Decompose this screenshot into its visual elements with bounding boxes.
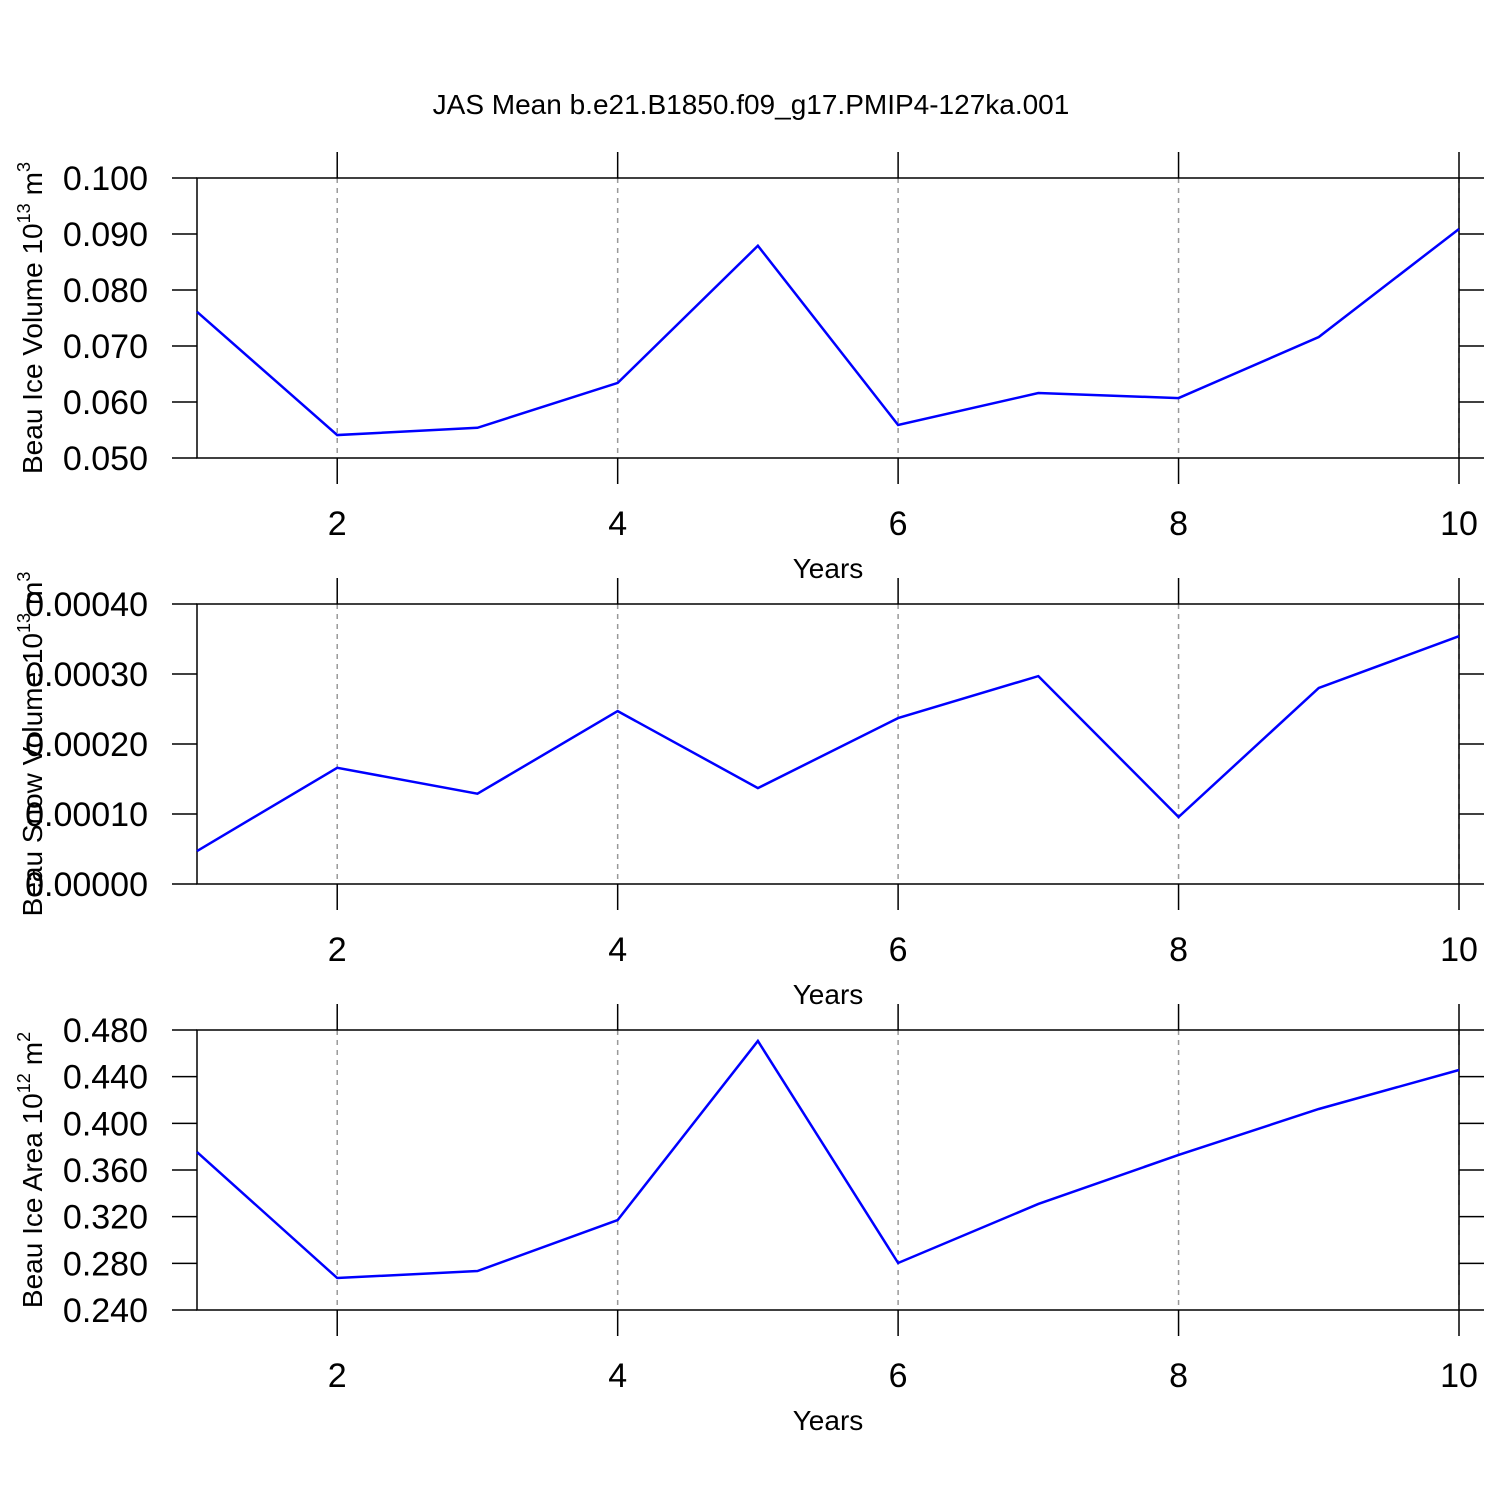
x-tick-label: 6 bbox=[889, 1357, 908, 1395]
x-tick-label: 6 bbox=[889, 505, 908, 543]
y-tick-label: 0.070 bbox=[63, 328, 148, 366]
x-tick-label: 4 bbox=[608, 505, 627, 543]
y-tick-label: 0.360 bbox=[63, 1152, 148, 1190]
x-tick-label: 2 bbox=[328, 1357, 347, 1395]
y-axis-label-unit: m bbox=[17, 582, 48, 605]
y-axis-label-exponent: 12 bbox=[14, 1073, 34, 1093]
data-line bbox=[196, 1038, 1460, 1280]
x-tick-label: 8 bbox=[1169, 1357, 1188, 1395]
y-tick-label: 0.050 bbox=[63, 440, 148, 478]
y-tick-label: 0.00040 bbox=[25, 586, 148, 624]
y-tick-label: 0.280 bbox=[63, 1245, 148, 1283]
y-tick-label: 0.480 bbox=[63, 1012, 148, 1050]
x-tick-label: 8 bbox=[1169, 931, 1188, 969]
y-tick-label: 0.080 bbox=[63, 272, 148, 310]
y-axis-label-exponent: 13 bbox=[14, 203, 34, 223]
y-tick-label: 0.440 bbox=[63, 1059, 148, 1097]
y-tick-label: 0.240 bbox=[63, 1292, 148, 1330]
y-axis-label-exponent: 13 bbox=[14, 613, 34, 633]
y-tick-label: 0.320 bbox=[63, 1199, 148, 1237]
data-line bbox=[196, 635, 1460, 853]
y-tick-label: 0.00010 bbox=[25, 796, 148, 834]
y-axis-label: Beau Ice Volume 1013 m3 bbox=[14, 162, 48, 474]
x-tick-label: 2 bbox=[328, 505, 347, 543]
x-tick-label: 6 bbox=[889, 931, 908, 969]
x-tick-label: 4 bbox=[608, 931, 627, 969]
x-tick-label: 10 bbox=[1440, 1357, 1478, 1395]
y-axis-label-unit: m bbox=[17, 1042, 48, 1065]
y-tick-label: 0.060 bbox=[63, 384, 148, 422]
x-tick-label: 10 bbox=[1440, 505, 1478, 543]
y-tick-label: 0.100 bbox=[63, 160, 148, 198]
y-axis-label-text: Beau Ice Area 10 bbox=[17, 1093, 48, 1308]
y-axis-label-unit: m bbox=[17, 172, 48, 195]
y-tick-label: 0.00000 bbox=[25, 866, 148, 904]
plot-frame bbox=[196, 1029, 1460, 1311]
y-axis-label-unit-exponent: 2 bbox=[14, 1032, 34, 1042]
chart-title: JAS Mean b.e21.B1850.f09_g17.PMIP4-127ka… bbox=[433, 89, 1070, 120]
plot-frame bbox=[196, 603, 1460, 885]
x-axis-label: Years bbox=[793, 1405, 864, 1436]
y-axis-label: Beau Ice Area 1012 m2 bbox=[14, 1032, 48, 1308]
y-axis-label-text: Beau Ice Volume 10 bbox=[17, 223, 48, 474]
x-tick-label: 8 bbox=[1169, 505, 1188, 543]
y-axis-label-unit-exponent: 3 bbox=[14, 162, 34, 172]
y-tick-label: 0.400 bbox=[63, 1105, 148, 1143]
y-axis-label: Beau Snow Volume 1013 m3 bbox=[14, 572, 48, 917]
data-line bbox=[196, 227, 1460, 437]
x-tick-label: 4 bbox=[608, 1357, 627, 1395]
y-axis-label-unit-exponent: 3 bbox=[14, 572, 34, 582]
x-axis-label: Years bbox=[793, 553, 864, 584]
plot-frame bbox=[196, 177, 1460, 459]
y-axis-label-text: Beau Snow Volume 10 bbox=[17, 633, 48, 916]
x-tick-label: 2 bbox=[328, 931, 347, 969]
x-tick-label: 10 bbox=[1440, 931, 1478, 969]
y-tick-label: 0.090 bbox=[63, 216, 148, 254]
y-tick-label: 0.00030 bbox=[25, 656, 148, 694]
x-axis-label: Years bbox=[793, 979, 864, 1010]
y-tick-label: 0.00020 bbox=[25, 726, 148, 764]
